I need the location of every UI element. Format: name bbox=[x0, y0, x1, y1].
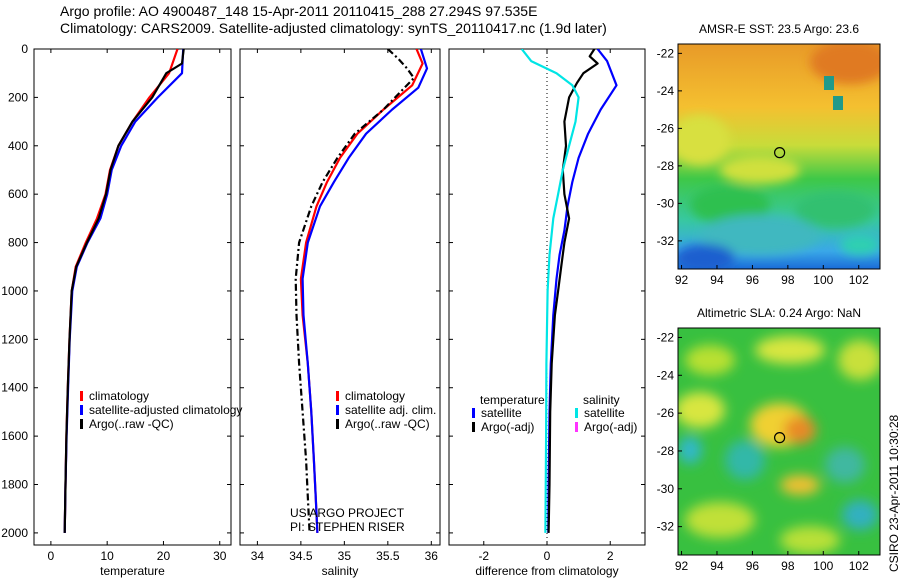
panel-0-series-2-line bbox=[63, 49, 185, 533]
panel-2-legend-label-2: satellite bbox=[584, 406, 625, 420]
panel-2-legend-header-temperature: temperature bbox=[480, 393, 545, 407]
panel-2-legend-swatch-2 bbox=[575, 408, 578, 418]
map-1-xtick-label: 102 bbox=[849, 559, 869, 573]
map-0-float-marker bbox=[774, 147, 786, 159]
panel-1-legend-swatch-1 bbox=[336, 405, 339, 415]
map-0-ytick-label: -32 bbox=[657, 234, 675, 248]
panel-1-legend-swatch-0 bbox=[336, 391, 339, 401]
panel-1-frame bbox=[239, 48, 441, 546]
panel-2-legend-swatch-0 bbox=[472, 408, 475, 418]
panel-1-legend-swatch-2 bbox=[336, 419, 339, 429]
map-0-xtick-label: 100 bbox=[813, 273, 833, 287]
map-1-xtick-label: 100 bbox=[813, 559, 833, 573]
panel-2-legend-label-0: satellite bbox=[481, 406, 522, 420]
map-0-xtick-label: 96 bbox=[746, 273, 760, 287]
panel-2-series-2-line bbox=[520, 49, 580, 533]
map-0-ytick-label: -24 bbox=[657, 84, 675, 98]
panel-0-series-group bbox=[63, 49, 185, 533]
panel-0-ytick-label: 2000 bbox=[1, 526, 28, 540]
sla-map bbox=[678, 328, 880, 555]
credit-line1: US ARGO PROJECT bbox=[290, 506, 405, 520]
panel-2-legend-swatch-1 bbox=[472, 422, 475, 432]
sla-map-title: Altimetric SLA: 0.24 Argo: NaN bbox=[696, 306, 862, 320]
panel-2-xtick-label: 0 bbox=[544, 549, 551, 563]
map-1-xtick-label: 98 bbox=[781, 559, 795, 573]
map-0-ytick-label: -26 bbox=[657, 121, 675, 135]
map-1-xtick-label: 92 bbox=[675, 559, 689, 573]
sst-map-title: AMSR-E SST: 23.5 Argo: 23.6 bbox=[698, 22, 860, 36]
panel-0-legend-label-1: satellite-adjusted climatology bbox=[89, 403, 242, 417]
map-1-frame bbox=[677, 327, 881, 556]
panel-2-legend-label-3: Argo(-adj) bbox=[584, 420, 637, 434]
panel-0-legend-swatch-1 bbox=[80, 405, 83, 415]
panel-0-ytick-label: 1000 bbox=[1, 284, 28, 298]
panel-1-xtick-label: 36 bbox=[425, 549, 439, 563]
map-1-ytick-label: -24 bbox=[657, 368, 675, 382]
map-1-ytick-label: -30 bbox=[657, 482, 675, 496]
panel-1-legend-label-0: climatology bbox=[345, 389, 405, 403]
map-0-frame bbox=[677, 43, 881, 270]
panel-0-ytick-label: 0 bbox=[21, 42, 28, 56]
panel-2-xtick-label: -2 bbox=[478, 549, 489, 563]
panel-1-xlabel: salinity bbox=[322, 564, 359, 578]
panel-0-ytick-label: 600 bbox=[8, 187, 28, 201]
panel-0-ytick-label: 800 bbox=[8, 236, 28, 250]
panel-0-ytick-label: 1200 bbox=[1, 332, 28, 346]
map-1-ytick-label: -32 bbox=[657, 520, 675, 534]
map-1-ytick-label: -26 bbox=[657, 406, 675, 420]
panel-0-xtick-label: 30 bbox=[213, 549, 227, 563]
map-1-xtick-label: 96 bbox=[746, 559, 760, 573]
panel-0-ytick-label: 1600 bbox=[1, 429, 28, 443]
panel-1-legend-label-2: Argo(..raw -QC) bbox=[345, 417, 430, 431]
panel-1-xtick-label: 35.5 bbox=[376, 549, 400, 563]
map-0-ytick-label: -28 bbox=[657, 159, 675, 173]
panel-1-legend-label-1: satellite adj. clim. bbox=[345, 403, 436, 417]
map-1-xtick-label: 94 bbox=[710, 559, 724, 573]
panel-0-ytick-label: 1400 bbox=[1, 381, 28, 395]
map-0-ytick-label: -22 bbox=[657, 46, 675, 60]
figure-title-line2: Climatology: CARS2009. Satellite-adjuste… bbox=[60, 20, 607, 36]
panel-1-xtick-label: 35 bbox=[338, 549, 352, 563]
panel-0-xlabel: temperature bbox=[100, 564, 165, 578]
panel-1-xtick-label: 34 bbox=[251, 549, 265, 563]
credit-line2: PI: STEPHEN RISER bbox=[290, 520, 405, 534]
panel-0-legend-swatch-0 bbox=[80, 391, 83, 401]
panel-2-xtick-label: 2 bbox=[607, 549, 614, 563]
panel-0-xtick-label: 10 bbox=[100, 549, 114, 563]
panel-1-series-2-line bbox=[294, 49, 415, 533]
panel-2-series-group bbox=[520, 49, 618, 533]
panel-1-xtick-label: 34.5 bbox=[289, 549, 313, 563]
panel-0-ytick-label: 200 bbox=[8, 90, 28, 104]
sst-map bbox=[678, 44, 880, 269]
panel-0-xtick-label: 0 bbox=[48, 549, 55, 563]
panel-2-series-1-line bbox=[547, 49, 599, 533]
panel-2-xlabel: difference from climatology bbox=[475, 564, 618, 578]
panel-0-legend-label-0: climatology bbox=[89, 389, 149, 403]
map-0-xtick-label: 102 bbox=[849, 273, 869, 287]
map-1-ytick-label: -28 bbox=[657, 444, 675, 458]
panel-2-legend-header-salinity: salinity bbox=[583, 393, 620, 407]
panel-0-xtick-label: 20 bbox=[157, 549, 171, 563]
map-0-ytick-label: -30 bbox=[657, 196, 675, 210]
map-0-xtick-label: 94 bbox=[710, 273, 724, 287]
map-0-xtick-label: 98 bbox=[781, 273, 795, 287]
panel-1-series-1-line bbox=[301, 49, 429, 533]
map-0-xtick-label: 92 bbox=[675, 273, 689, 287]
panel-0-legend-swatch-2 bbox=[80, 419, 83, 429]
figure-title-line1: Argo profile: AO 4900487_148 15-Apr-2011… bbox=[60, 3, 538, 19]
panel-0-legend-label-2: Argo(..raw -QC) bbox=[89, 417, 174, 431]
map-1-float-marker bbox=[774, 432, 786, 444]
panel-1-series-group bbox=[294, 49, 429, 533]
panel-2-legend-swatch-3 bbox=[575, 422, 578, 432]
panel-0-ytick-label: 1800 bbox=[1, 478, 28, 492]
panel-0-ytick-label: 400 bbox=[8, 139, 28, 153]
map-1-ytick-label: -22 bbox=[657, 330, 675, 344]
panel-2-legend-label-1: Argo(-adj) bbox=[481, 420, 534, 434]
